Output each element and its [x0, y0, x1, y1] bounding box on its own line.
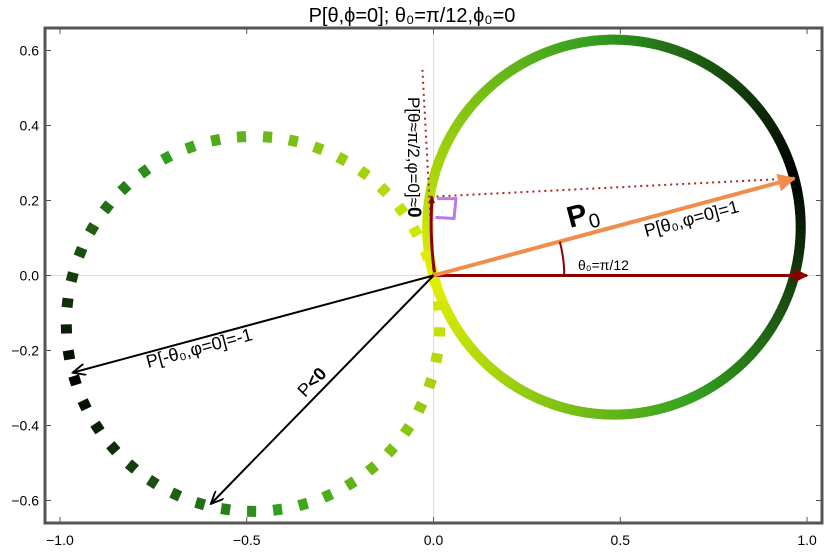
negative-lobe-dash [99, 200, 114, 215]
negative-lobe-dash [117, 180, 132, 196]
negative-lobe-dash [124, 459, 139, 474]
y-tick-label: 0.6 [20, 43, 40, 59]
y-tick-label: 0.2 [20, 193, 40, 209]
negative-lobe-dash [160, 150, 174, 165]
negative-lobe-dash [399, 423, 415, 437]
p0-arrow [432, 173, 797, 278]
negative-lobe-dash [236, 131, 247, 143]
negative-lobe-dash [220, 503, 231, 516]
negative-lobe-dash [61, 297, 74, 308]
negative-lobe-dash [65, 271, 79, 283]
p-negative-label: P<0 [293, 363, 330, 400]
negative-lobe-dash [423, 377, 437, 390]
negative-lobe-dash [393, 202, 409, 217]
negative-lobe-dash [357, 165, 371, 181]
x-tick-label: −0.5 [233, 532, 261, 548]
negative-lobe-dash [210, 133, 222, 147]
x-tick-label: −1.0 [46, 532, 74, 548]
negative-lobe-dash [430, 352, 443, 364]
y-tick-label: −0.4 [11, 418, 39, 434]
negative-lobe-dash [344, 476, 358, 491]
negative-lobe-dash [287, 134, 299, 148]
negative-lobe-dash [321, 488, 335, 503]
x-tick-label: 0.0 [424, 532, 444, 548]
negative-lobe-dash [90, 420, 105, 435]
negative-lobe-dash [137, 164, 152, 179]
p-half-pi-bold: 0 [403, 207, 424, 218]
negative-lobe-dash [419, 248, 434, 262]
negative-lobe-dash [433, 300, 445, 311]
decorations [73, 67, 809, 504]
negative-lobe-dash [376, 182, 391, 198]
p-half-pi-prefix: P[θ≈π/2,φ=0]≈ [404, 97, 423, 207]
negative-lobe-dash [62, 349, 76, 361]
x-tick-label: 0.5 [611, 532, 631, 548]
negative-lobe-dash [169, 487, 183, 502]
y-tick-label: −0.6 [11, 493, 39, 509]
negative-lobe-dash [335, 152, 349, 167]
x-tick-label: 1.0 [797, 532, 817, 548]
y-tick-label: −0.2 [11, 343, 39, 359]
theta0-label: θ₀=π/12 [578, 257, 629, 273]
p-minus-theta0-arrow [73, 274, 434, 373]
negative-lobe-dash [272, 503, 283, 516]
negative-lobe-dash [413, 400, 428, 414]
y-tick-label: 0.4 [20, 118, 40, 134]
negative-lobe-dash [408, 224, 423, 239]
p-negative-arrow [211, 274, 435, 504]
plot-frame [43, 26, 824, 525]
negative-lobe-dash [85, 222, 100, 236]
negative-lobe-dash [77, 398, 92, 412]
negative-lobe-dash [262, 131, 273, 143]
curves [60, 34, 806, 517]
negative-lobe-dash [312, 141, 325, 155]
y-tick-label: 0.0 [20, 268, 40, 284]
negative-lobe-dash [184, 140, 197, 154]
p-minus-theta0-label: P[-θ₀,φ=0]=-1 [144, 324, 255, 372]
p-half-pi-arrow [428, 196, 436, 273]
negative-lobe-dash [364, 461, 380, 476]
p0-label: P0 [563, 195, 603, 239]
p-half-pi-label: P[θ≈π/2,φ=0]≈0 [403, 97, 424, 218]
p-theta0-label: P[θ₀,φ=0]=1 [642, 196, 741, 240]
negative-lobe-dash [383, 443, 399, 458]
theta0-arc [558, 241, 566, 276]
axes: −1.0 −0.5 0.0 0.5 1.0 −0.6 −0.4 −0.2 0.0 0.2 0.4 0.… [11, 28, 822, 548]
negative-lobe-dash [146, 474, 160, 490]
dotted-projection-line [430, 177, 795, 198]
negative-lobe-dash [297, 497, 310, 511]
negative-lobe-dash [106, 441, 121, 456]
p0-label-subscript: 0 [586, 209, 602, 233]
chart-title: P[θ,ϕ=0]; θ₀=π/12,ϕ₀=0 [309, 5, 516, 27]
right-angle-marker [435, 197, 458, 221]
negative-lobe-dash [194, 497, 207, 511]
negative-lobe-dash [73, 245, 88, 259]
negative-lobe-dash [68, 374, 82, 387]
